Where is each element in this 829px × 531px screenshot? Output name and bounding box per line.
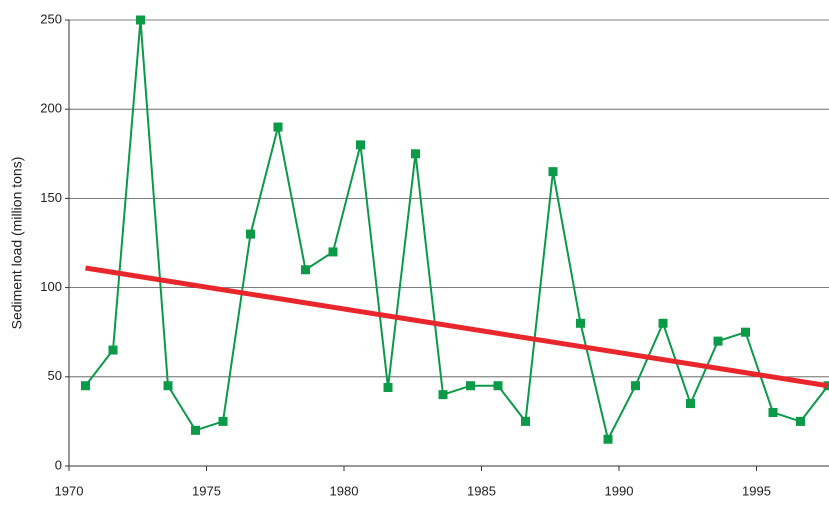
data-point [769, 408, 778, 417]
data-point [329, 247, 338, 256]
data-point [109, 346, 118, 355]
x-tick-label: 1990 [605, 483, 634, 498]
data-point [466, 381, 475, 390]
data-point [384, 383, 393, 392]
y-tick-label: 50 [48, 368, 62, 383]
data-point [604, 435, 613, 444]
y-tick-label: 200 [40, 101, 62, 116]
data-point [796, 417, 805, 426]
data-point [411, 149, 420, 158]
data-point [356, 140, 365, 149]
y-tick-label: 0 [55, 457, 62, 472]
data-point [659, 319, 668, 328]
data-point [439, 390, 448, 399]
data-point [549, 167, 558, 176]
x-tick-label: 1980 [330, 483, 359, 498]
data-point [246, 230, 255, 239]
data-point [714, 337, 723, 346]
data-point [576, 319, 585, 328]
data-line [86, 20, 829, 439]
data-point [136, 16, 145, 25]
x-tick-label: 1985 [467, 483, 496, 498]
x-tick-label: 1995 [742, 483, 771, 498]
data-point [191, 426, 200, 435]
x-tick-label: 1970 [55, 483, 84, 498]
y-tick-label: 150 [40, 190, 62, 205]
data-point [81, 381, 90, 390]
data-point [301, 265, 310, 274]
data-point [521, 417, 530, 426]
y-tick-label: 250 [40, 11, 62, 26]
trend-line [86, 268, 829, 386]
data-point [494, 381, 503, 390]
y-axis-label: Sediment load (million tons) [9, 157, 25, 330]
data-point [741, 328, 750, 337]
data-point [274, 123, 283, 132]
data-point [164, 381, 173, 390]
data-point [631, 381, 640, 390]
data-point [219, 417, 228, 426]
data-point [686, 399, 695, 408]
x-tick-label: 1975 [192, 483, 221, 498]
y-tick-label: 100 [40, 279, 62, 294]
